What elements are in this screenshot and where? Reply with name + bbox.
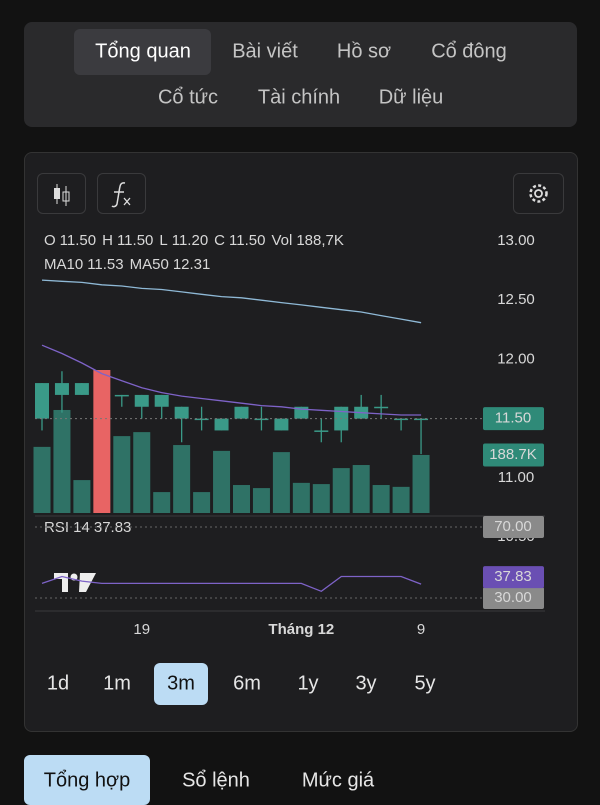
x-tick-label: 19 xyxy=(133,621,150,638)
range-button[interactable]: 3y xyxy=(355,672,377,695)
y-tick-label: 12.00 xyxy=(497,350,535,367)
y-tick-label: 12.50 xyxy=(497,291,535,308)
ma50-line xyxy=(41,279,422,324)
ma-legend-label: MA10 xyxy=(44,256,83,273)
volume-bar xyxy=(73,480,91,513)
rsi-value: 37.83 xyxy=(94,519,132,536)
volume-bar xyxy=(193,492,211,513)
volume-bar xyxy=(93,370,111,513)
candle-body xyxy=(194,418,209,421)
tab[interactable]: Tài chính xyxy=(257,86,341,109)
tab[interactable]: Dữ liệu xyxy=(378,86,444,109)
candle-body xyxy=(234,406,249,419)
candle-body xyxy=(174,406,189,419)
legend-label: O xyxy=(44,232,56,249)
candle-body xyxy=(114,394,129,397)
tab[interactable]: Hồ sơ xyxy=(336,40,392,63)
legend-label: H xyxy=(102,232,113,249)
volume-bar xyxy=(392,486,410,513)
bottom-tab[interactable]: Tổng hợp xyxy=(43,769,131,792)
volume-bar xyxy=(372,485,390,513)
range-button[interactable]: 5y xyxy=(414,672,436,695)
candle-body xyxy=(374,406,389,409)
candle-body xyxy=(294,406,309,419)
rsi-tick-box xyxy=(483,587,544,609)
volume-bar xyxy=(312,484,330,513)
volume-bar xyxy=(352,465,370,513)
rsi-last-label: 37.83 xyxy=(494,568,532,585)
candle-body xyxy=(154,394,169,407)
ma-legend-label: MA50 xyxy=(130,256,169,273)
volume-bar xyxy=(252,488,270,513)
candle-body xyxy=(274,418,289,431)
bottom-tab[interactable]: Sổ lệnh xyxy=(182,769,250,792)
bottom-tab[interactable]: Mức giá xyxy=(301,769,375,792)
volume-bar xyxy=(272,452,290,513)
legend-label: L xyxy=(159,232,167,249)
legend-value: 11.50 xyxy=(60,232,96,249)
range-button[interactable]: 6m xyxy=(233,672,261,695)
volume-bar xyxy=(53,409,71,513)
rsi-last-box xyxy=(483,566,544,589)
volume-bar xyxy=(233,485,250,513)
volume-bar xyxy=(33,446,51,513)
candle-body xyxy=(134,394,149,407)
range-selected-bg xyxy=(154,663,208,705)
range-button[interactable]: 1m xyxy=(103,672,131,695)
candle-body xyxy=(394,418,409,421)
ma10-line xyxy=(41,344,422,416)
rsi-tick-label: 30.00 xyxy=(494,589,532,606)
range-button[interactable]: 3m xyxy=(167,672,195,695)
tab[interactable]: Tổng quan xyxy=(95,40,191,63)
last-volume-label: 188.7K xyxy=(489,446,537,463)
legend-label: C xyxy=(214,232,225,249)
volume-bar xyxy=(412,454,430,513)
y-tick-label: 11.00 xyxy=(498,469,534,486)
tab[interactable]: Bài viết xyxy=(232,40,298,63)
rsi-tick-box xyxy=(483,516,544,538)
ma-legend-value: 12.31 xyxy=(173,256,211,273)
legend-value: 11.50 xyxy=(229,232,265,249)
volume-bar xyxy=(332,468,350,513)
y-tick-label: 13.00 xyxy=(497,232,535,249)
range-button[interactable]: 1y xyxy=(297,672,319,695)
indicator-button[interactable] xyxy=(97,173,146,214)
tab[interactable]: Cổ tức xyxy=(157,86,219,109)
candle-body xyxy=(254,418,269,421)
rsi-line xyxy=(41,575,422,593)
volume-bar xyxy=(173,445,191,513)
volume-bar xyxy=(213,450,231,513)
last-volume-box xyxy=(483,443,544,467)
legend-value: 188,7K xyxy=(296,232,344,249)
volume-bar xyxy=(133,432,151,513)
candle-body xyxy=(314,430,329,432)
last-price-label: 11.50 xyxy=(495,410,531,427)
last-price-box xyxy=(483,407,544,431)
volume-bar xyxy=(153,492,171,513)
candle-body xyxy=(35,383,49,419)
legend-value: 11.50 xyxy=(117,232,153,249)
bottom-tab-selected-bg xyxy=(24,755,150,805)
volume-bar xyxy=(113,436,131,513)
range-button[interactable]: 1d xyxy=(46,672,70,695)
candle-body xyxy=(94,371,109,395)
candle-body xyxy=(74,383,89,395)
rsi-tick-label: 70.00 xyxy=(494,518,532,535)
candle-body xyxy=(414,418,429,421)
candle-body xyxy=(214,418,229,431)
candle-body xyxy=(54,383,69,395)
candle-button[interactable] xyxy=(37,173,86,214)
x-tick-label: Tháng 12 xyxy=(268,621,334,638)
legend-label: Vol xyxy=(271,232,292,249)
tab-selected-bg xyxy=(74,29,211,75)
legend-value: 11.20 xyxy=(172,232,208,249)
tab[interactable]: Cổ đông xyxy=(431,40,507,63)
ma-legend-value: 11.53 xyxy=(87,256,123,273)
volume-bar xyxy=(292,482,310,513)
x-tick-label: 9 xyxy=(417,621,425,638)
settings-button[interactable] xyxy=(513,173,564,214)
